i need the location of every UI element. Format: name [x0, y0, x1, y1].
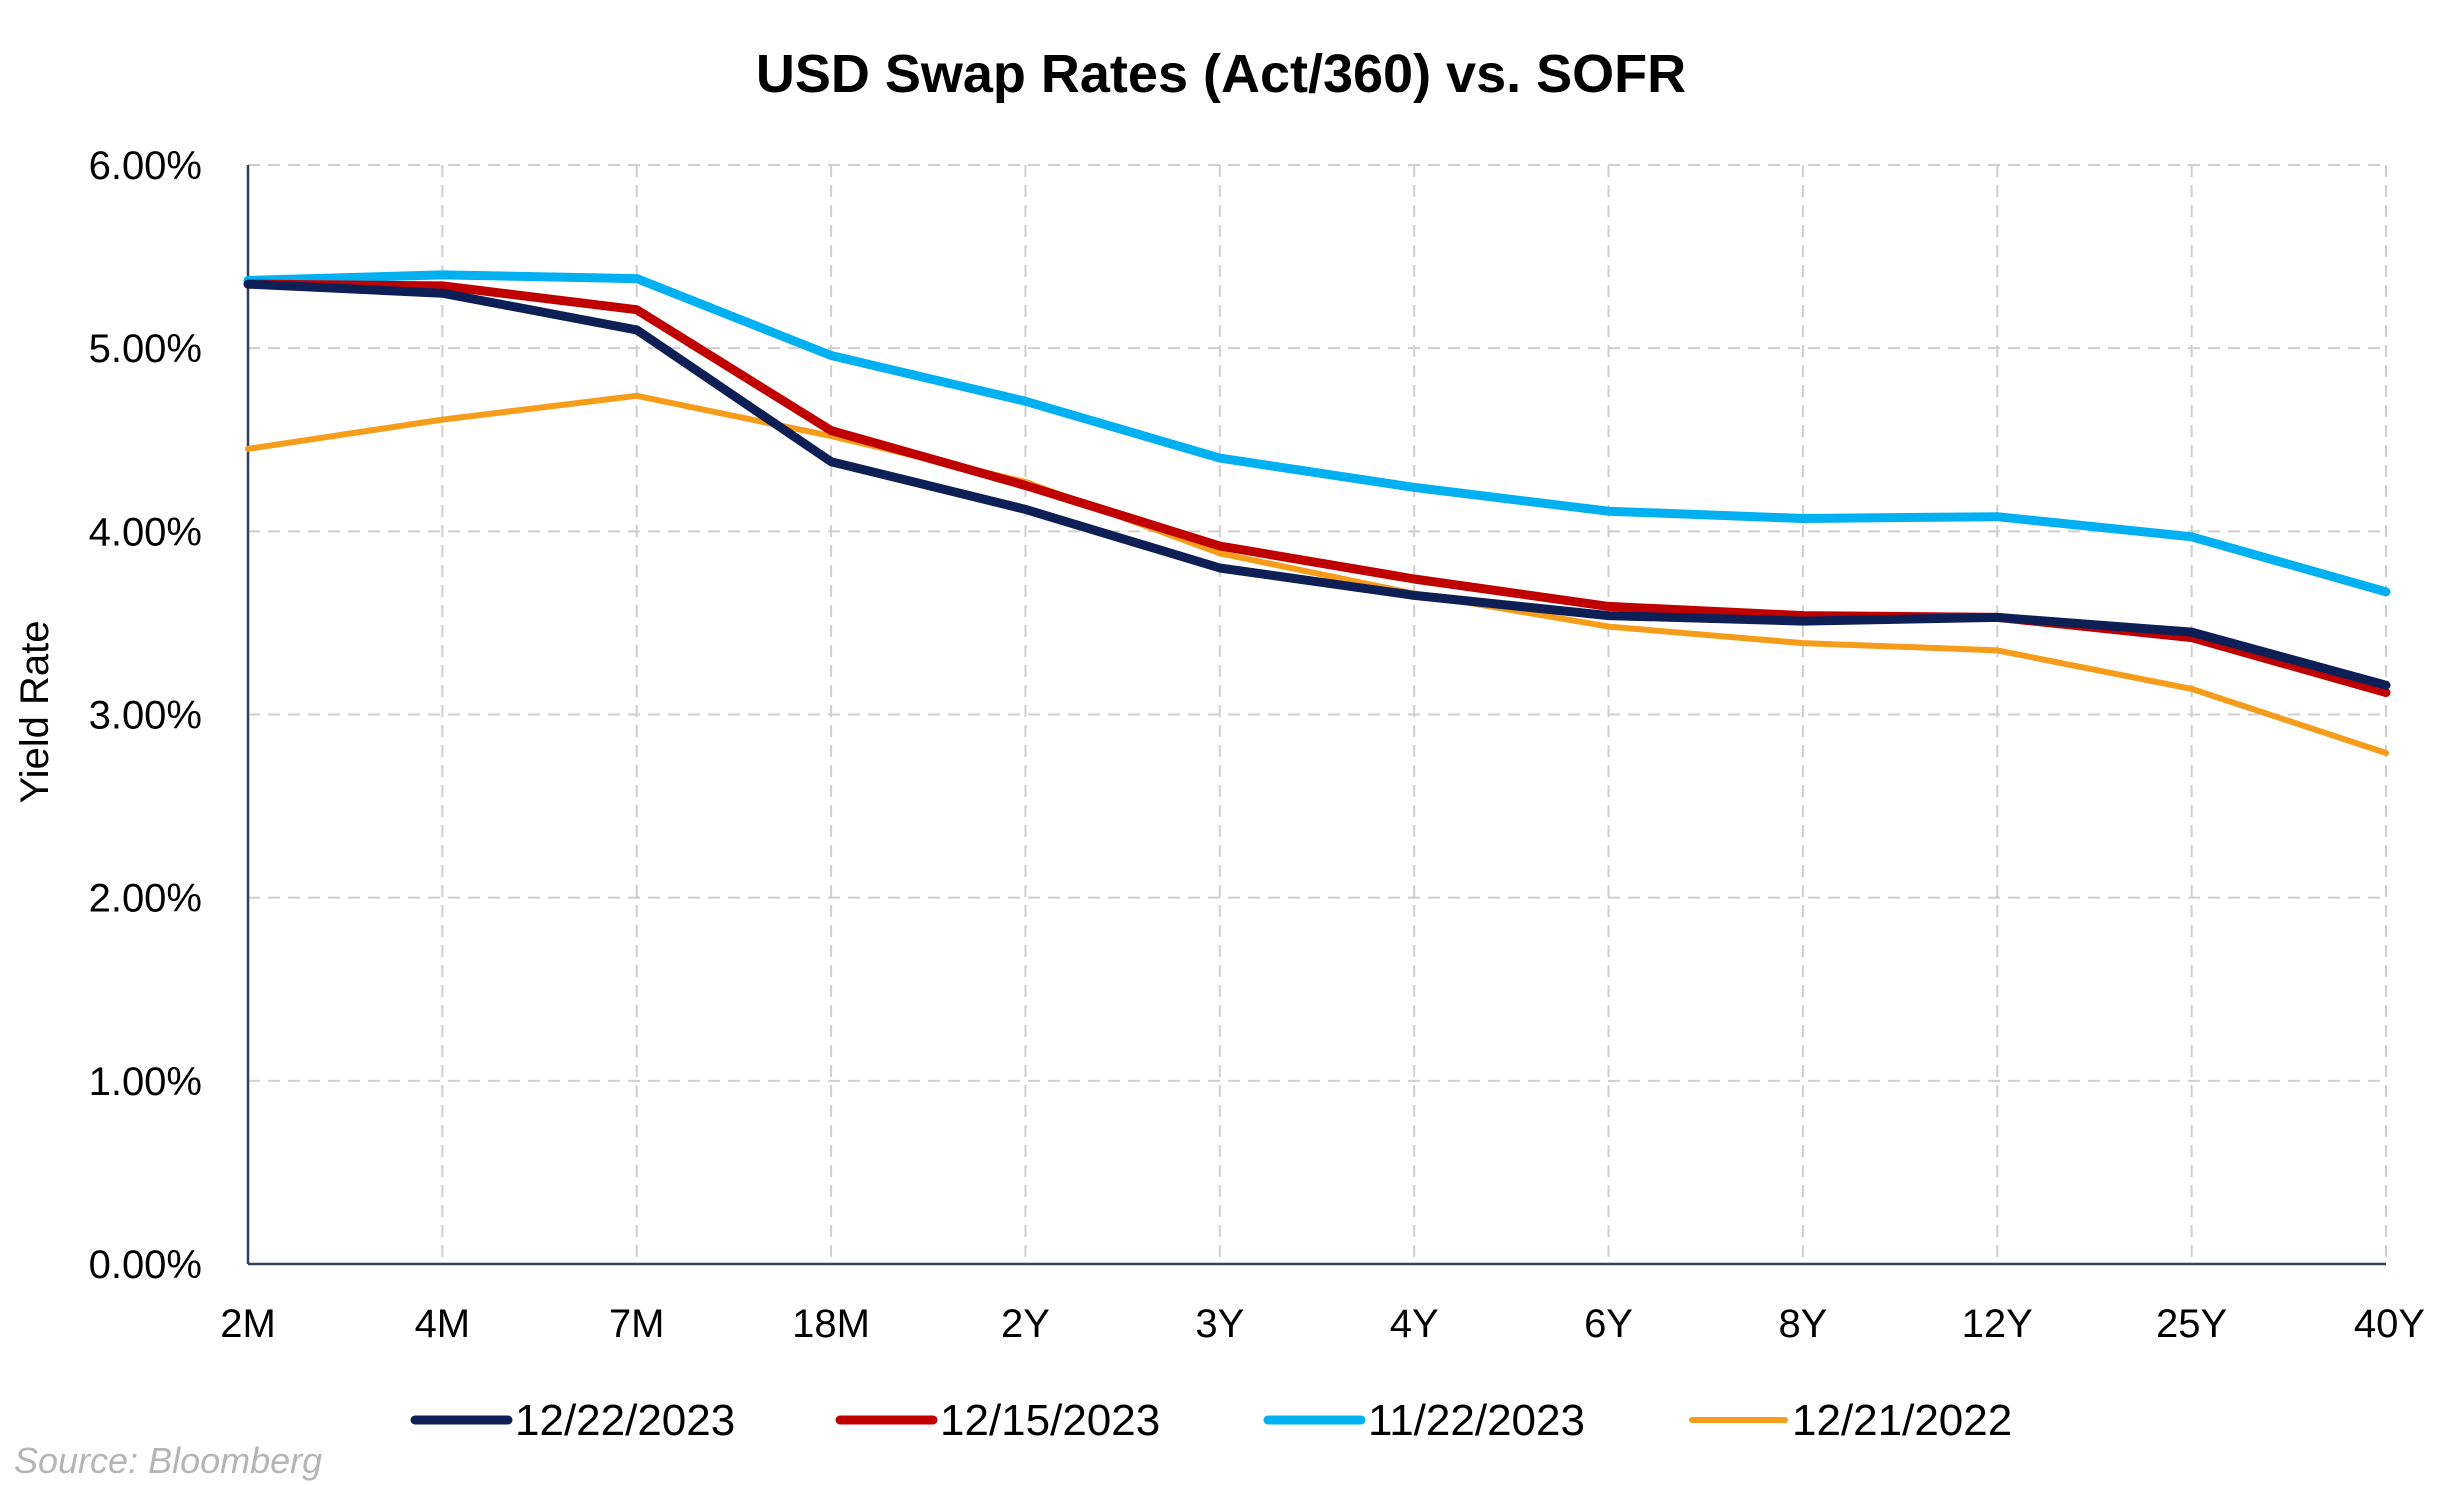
legend-label: 11/22/2023 — [1368, 1396, 1585, 1445]
legend-label: 12/22/2023 — [515, 1396, 735, 1445]
x-tick-label: 3Y — [1195, 1302, 1244, 1346]
y-tick-label: 1.00% — [89, 1060, 202, 1104]
x-tick-label: 2M — [220, 1302, 276, 1346]
legend-label: 12/21/2022 — [1792, 1396, 2012, 1445]
x-tick-label: 4Y — [1390, 1302, 1439, 1346]
series-line-3 — [243, 270, 2391, 597]
y-tick-labels: 0.00% 1.00% 2.00% 3.00% 4.00% 5.00% 6.00% — [89, 144, 202, 1287]
series-line-2 — [243, 279, 2391, 697]
x-tick-labels: 2M 4M 7M 18M 2Y 3Y 4Y 6Y 8Y 12Y 25Y 40Y — [220, 1302, 2425, 1346]
source-note: Source: Bloomberg — [14, 1440, 322, 1481]
grid-lines — [248, 164, 2387, 1264]
y-tick-label: 3.00% — [89, 694, 202, 738]
y-tick-label: 4.00% — [89, 510, 202, 554]
legend-label: 12/15/2023 — [940, 1396, 1160, 1445]
y-tick-label: 6.00% — [89, 144, 202, 188]
x-tick-label: 6Y — [1584, 1302, 1633, 1346]
x-tick-label: 25Y — [2156, 1302, 2227, 1346]
y-tick-label: 5.00% — [89, 327, 202, 371]
axes — [246, 165, 2386, 1266]
series-lines — [243, 270, 2391, 756]
x-tick-label: 40Y — [2354, 1302, 2425, 1346]
x-tick-label: 12Y — [1962, 1302, 2033, 1346]
series-line-4 — [245, 392, 2389, 756]
x-tick-label: 8Y — [1778, 1302, 1827, 1346]
y-tick-label: 0.00% — [89, 1243, 202, 1287]
x-tick-label: 4M — [415, 1302, 471, 1346]
legend: 12/22/2023 12/15/2023 11/22/2023 12/21/2022 — [410, 1396, 2012, 1445]
y-tick-label: 2.00% — [89, 877, 202, 921]
chart-title: USD Swap Rates (Act/360) vs. SOFR — [756, 44, 1686, 104]
x-tick-label: 18M — [792, 1302, 870, 1346]
series-line-1 — [243, 279, 2391, 690]
x-tick-label: 7M — [609, 1302, 665, 1346]
y-axis-label: Yield Rate — [13, 620, 57, 803]
x-tick-label: 2Y — [1001, 1302, 1050, 1346]
